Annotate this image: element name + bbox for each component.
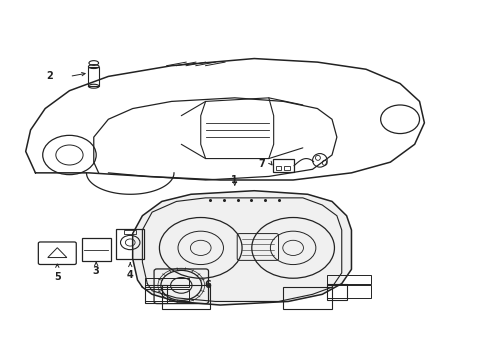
Bar: [283, 287, 331, 309]
Bar: [275, 166, 281, 170]
Text: 2: 2: [46, 71, 53, 81]
Bar: [144, 289, 188, 301]
Bar: [272, 159, 293, 172]
Text: 3: 3: [93, 266, 100, 276]
Text: 1: 1: [231, 175, 238, 185]
Polygon shape: [132, 191, 351, 305]
Text: 7: 7: [258, 159, 264, 169]
Text: 6: 6: [204, 280, 211, 291]
Bar: [326, 275, 370, 284]
Bar: [326, 284, 346, 300]
Bar: [284, 166, 289, 170]
Text: 4: 4: [126, 270, 133, 280]
Bar: [88, 67, 99, 86]
Text: 5: 5: [54, 272, 61, 282]
Bar: [124, 230, 136, 234]
Bar: [144, 278, 188, 287]
Bar: [144, 285, 166, 303]
Bar: [162, 285, 210, 309]
Bar: [326, 285, 370, 298]
